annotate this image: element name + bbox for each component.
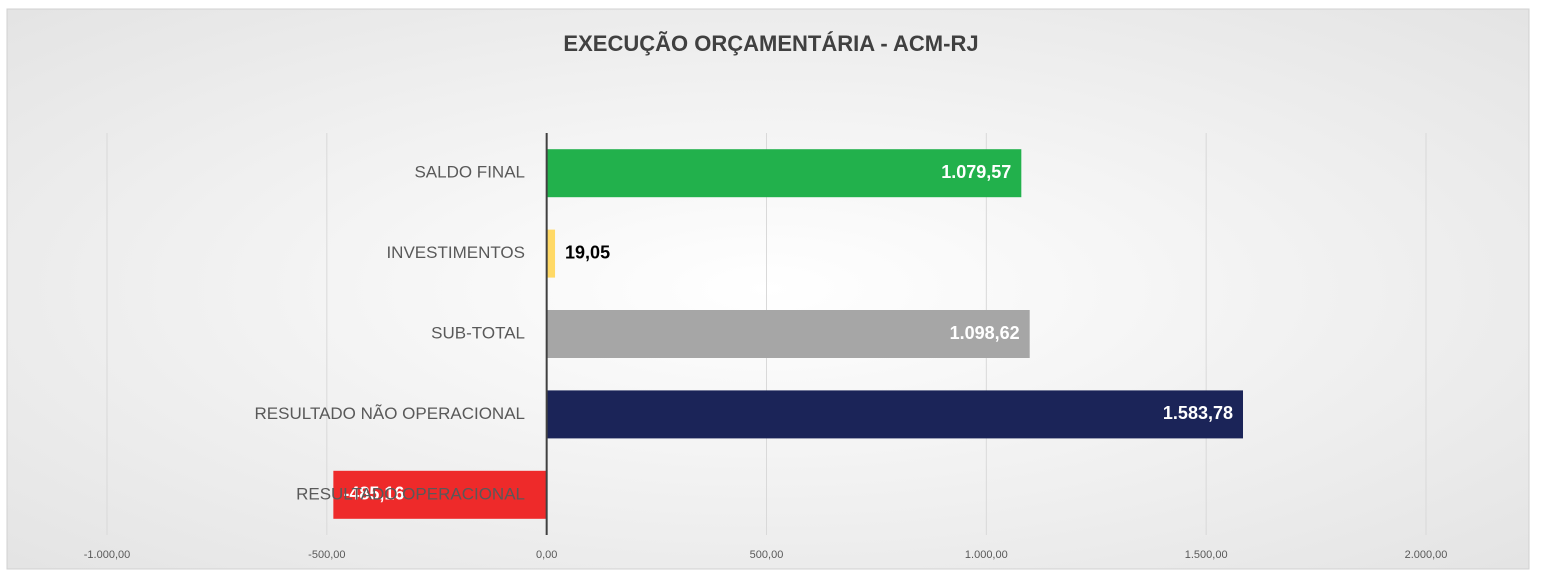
value-label: 19,05 [565, 242, 610, 262]
value-label: 1.098,62 [950, 323, 1020, 343]
x-tick-label: -1.000,00 [84, 549, 130, 561]
bar [546, 310, 1030, 358]
bar [546, 229, 556, 278]
bar [333, 470, 547, 519]
chart-frame [6, 8, 1530, 570]
value-label: 1.079,57 [941, 162, 1011, 182]
bar [546, 390, 1244, 439]
x-tick-label: -500,00 [308, 549, 345, 561]
x-tick-label: 1.500,00 [1185, 549, 1228, 561]
bar [546, 149, 1022, 198]
y-tick-label: RESULTADO NÃO OPERACIONAL [255, 404, 525, 423]
x-tick-label: 500,00 [750, 549, 784, 561]
y-tick-label: SALDO FINAL [414, 163, 525, 182]
x-tick-label: 2.000,00 [1405, 549, 1448, 561]
value-label: -485,16 [343, 484, 404, 504]
x-tick-label: 0,00 [536, 549, 557, 561]
y-tick-label: INVESTIMENTOS [386, 243, 525, 262]
y-tick-label: RESULTADO OPERACIONAL [296, 484, 525, 503]
chart-title: EXECUÇÃO ORÇAMENTÁRIA - ACM-RJ [563, 31, 978, 56]
x-tick-label: 1.000,00 [965, 549, 1008, 561]
value-label: 1.583,78 [1163, 403, 1233, 423]
y-tick-label: SUB-TOTAL [431, 323, 525, 342]
